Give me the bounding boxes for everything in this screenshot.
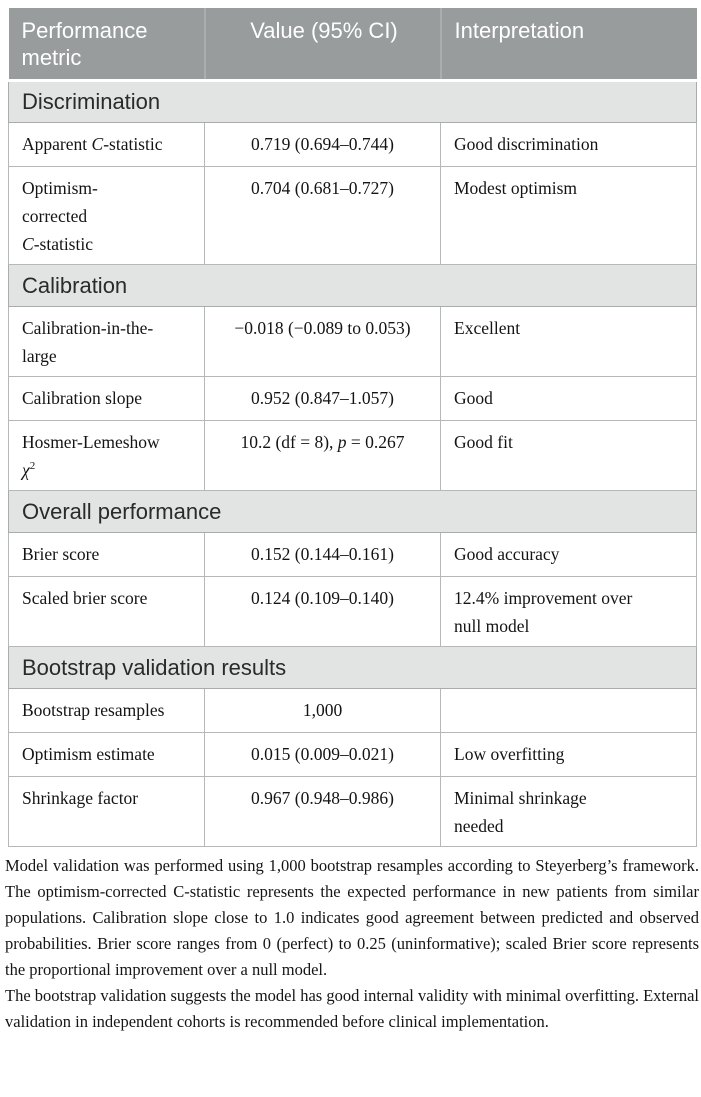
- table-row: Scaled brier score 0.124 (0.109–0.140) 1…: [8, 576, 697, 647]
- table-header-row: Performance metric Value (95% CI) Interp…: [8, 8, 697, 82]
- value-cell: 0.967 (0.948–0.986): [204, 776, 441, 847]
- table-row: Optimism-corrected C-statistic 0.704 (0.6…: [8, 166, 697, 265]
- section-title: Discrimination: [8, 80, 697, 123]
- value-cell: 0.015 (0.009–0.021): [204, 732, 441, 777]
- footnote-2: The bootstrap validation suggests the mo…: [5, 986, 699, 1031]
- value-cell: 1,000: [204, 688, 441, 733]
- interpretation-cell: Modest optimism: [440, 166, 697, 265]
- value-cell: 0.124 (0.109–0.140): [204, 576, 441, 647]
- section-title: Calibration: [8, 264, 697, 307]
- metric-cell: Apparent C-statistic: [8, 122, 205, 167]
- table-row: Hosmer-Lemeshow χ2 10.2 (df = 8), p = 0.2…: [8, 420, 697, 491]
- footnote-1: Model validation was performed using 1,0…: [5, 856, 699, 979]
- validation-table: Performance metric Value (95% CI) Interp…: [8, 8, 697, 847]
- interpretation-cell: Good discrimination: [440, 122, 697, 167]
- column-header-interpretation: Interpretation: [440, 8, 697, 82]
- value-cell: 0.704 (0.681–0.727): [204, 166, 441, 265]
- paper-table-page: Performance metric Value (95% CI) Interp…: [0, 8, 701, 1035]
- interpretation-cell: Good: [440, 376, 697, 421]
- table-footnotes: Model validation was performed using 1,0…: [5, 853, 699, 1035]
- metric-cell: Brier score: [8, 532, 205, 577]
- metric-cell: Scaled brier score: [8, 576, 205, 647]
- interpretation-cell: 12.4% improvement over null model: [440, 576, 697, 647]
- metric-cell: Optimism estimate: [8, 732, 205, 777]
- column-header-performance-metric: Performance metric: [8, 8, 206, 82]
- interpretation-cell: Minimal shrinkage needed: [440, 776, 697, 847]
- table-row: Calibration-in-the-large −0.018 (−0.089 …: [8, 306, 697, 377]
- metric-cell: Hosmer-Lemeshow χ2: [8, 420, 205, 491]
- interpretation-cell: [440, 688, 697, 733]
- section-header-calibration: Calibration: [8, 264, 697, 307]
- section-header-bootstrap-validation: Bootstrap validation results: [8, 646, 697, 689]
- interpretation-cell: Good fit: [440, 420, 697, 491]
- value-cell: 10.2 (df = 8), p = 0.267: [204, 420, 441, 491]
- metric-cell: Calibration-in-the-large: [8, 306, 205, 377]
- table-row: Optimism estimate 0.015 (0.009–0.021) Lo…: [8, 732, 697, 777]
- interpretation-cell: Good accuracy: [440, 532, 697, 577]
- table-row: Calibration slope 0.952 (0.847–1.057) Go…: [8, 376, 697, 421]
- interpretation-cell: Excellent: [440, 306, 697, 377]
- value-cell: −0.018 (−0.089 to 0.053): [204, 306, 441, 377]
- section-header-discrimination: Discrimination: [8, 80, 697, 123]
- value-cell: 0.952 (0.847–1.057): [204, 376, 441, 421]
- metric-cell: Bootstrap resamples: [8, 688, 205, 733]
- table-row: Bootstrap resamples 1,000: [8, 688, 697, 733]
- table-row: Shrinkage factor 0.967 (0.948–0.986) Min…: [8, 776, 697, 847]
- section-title: Overall performance: [8, 490, 697, 533]
- metric-cell: Shrinkage factor: [8, 776, 205, 847]
- value-cell: 0.719 (0.694–0.744): [204, 122, 441, 167]
- section-title: Bootstrap validation results: [8, 646, 697, 689]
- section-header-overall-performance: Overall performance: [8, 490, 697, 533]
- metric-cell: Optimism-corrected C-statistic: [8, 166, 205, 265]
- metric-cell: Calibration slope: [8, 376, 205, 421]
- table-row: Apparent C-statistic 0.719 (0.694–0.744)…: [8, 122, 697, 167]
- value-cell: 0.152 (0.144–0.161): [204, 532, 441, 577]
- interpretation-cell: Low overfitting: [440, 732, 697, 777]
- table-row: Brier score 0.152 (0.144–0.161) Good acc…: [8, 532, 697, 577]
- column-header-value-ci: Value (95% CI): [204, 8, 442, 82]
